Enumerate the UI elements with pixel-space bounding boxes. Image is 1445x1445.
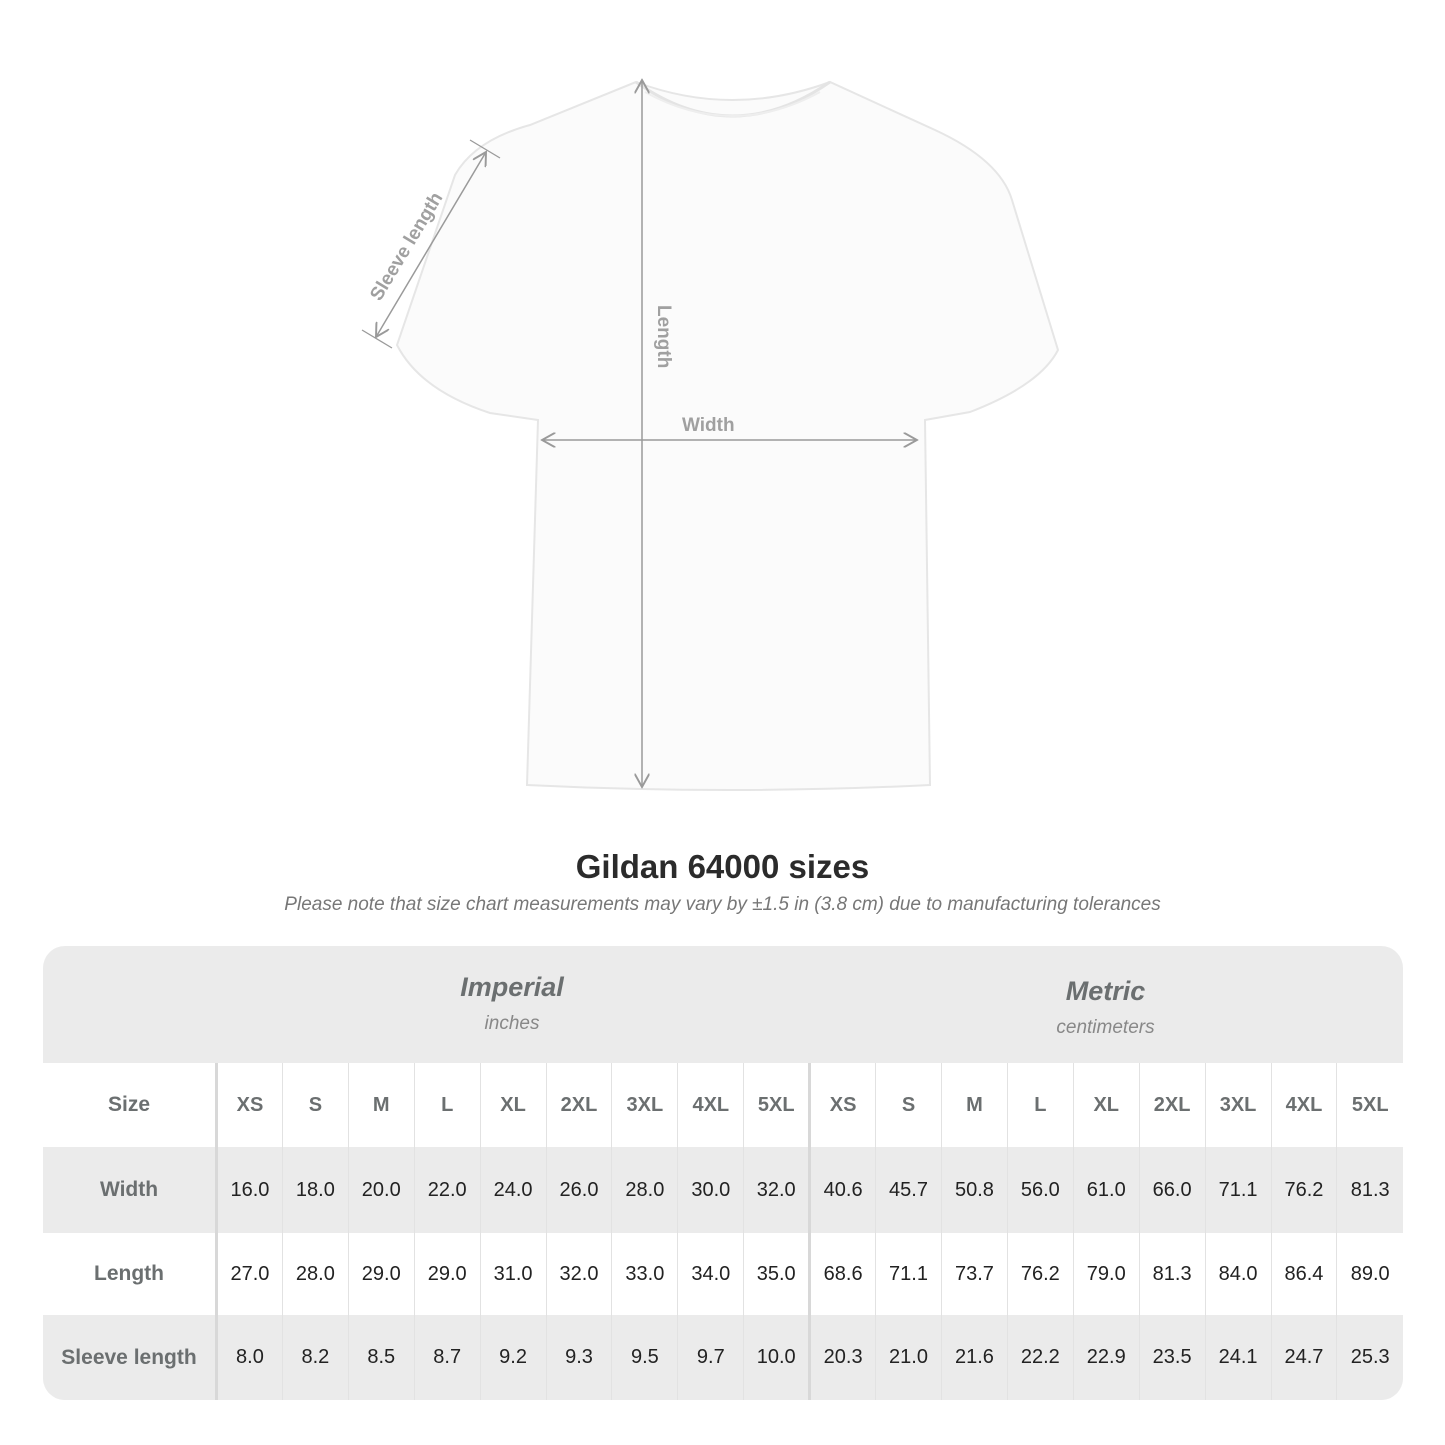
imperial-value: 9.3 <box>545 1315 612 1400</box>
metric-value: 22.2 <box>1006 1315 1074 1400</box>
imperial-value: 28.0 <box>611 1147 678 1233</box>
imperial-value: 10.0 <box>743 1315 810 1400</box>
imperial-size-5xl: 5XL <box>743 1063 810 1147</box>
tshirt-shape <box>395 80 1060 791</box>
imperial-value: 26.0 <box>545 1147 612 1233</box>
metric-value: 66.0 <box>1138 1147 1206 1233</box>
metric-size-xs: XS <box>808 1063 876 1147</box>
imperial-size-s: S <box>281 1063 349 1147</box>
row-label: Sleeve length <box>43 1315 218 1400</box>
metric-value: 56.0 <box>1006 1147 1074 1233</box>
metric-value: 76.2 <box>1006 1233 1074 1315</box>
metric-value: 81.3 <box>1138 1233 1206 1315</box>
imperial-value: 28.0 <box>281 1233 349 1315</box>
imperial-value: 30.0 <box>677 1147 744 1233</box>
metric-size-xl: XL <box>1072 1063 1140 1147</box>
imperial-value: 29.0 <box>347 1233 415 1315</box>
imperial-value: 16.0 <box>216 1147 283 1233</box>
metric-size-4xl: 4XL <box>1270 1063 1337 1147</box>
imperial-value: 8.0 <box>216 1315 283 1400</box>
metric-value: 23.5 <box>1138 1315 1206 1400</box>
imperial-value: 8.2 <box>281 1315 349 1400</box>
chart-title: Gildan 64000 sizes <box>575 848 870 885</box>
table-row: Width 16.0 18.0 20.0 22.0 24.0 26.0 28.0 30.0 32.… <box>43 1147 1403 1233</box>
imperial-value: 34.0 <box>677 1233 744 1315</box>
metric-value: 73.7 <box>940 1233 1008 1315</box>
imperial-size-m: M <box>347 1063 415 1147</box>
imperial-value: 33.0 <box>611 1233 678 1315</box>
metric-value: 50.8 <box>940 1147 1008 1233</box>
size-grid: Size XS S M L XL 2XL 3XL 4XL 5XL XS S M L XL 2XL 3XL 4XL 5… <box>43 1063 1403 1400</box>
metric-size-2xl: 2XL <box>1138 1063 1206 1147</box>
metric-label: Metric <box>1065 976 1146 1006</box>
row-label: Length <box>43 1233 218 1315</box>
row-label: Width <box>43 1147 218 1233</box>
width-label: Width <box>682 415 735 436</box>
metric-size-s: S <box>875 1063 942 1147</box>
metric-value: 21.6 <box>940 1315 1008 1400</box>
metric-value: 25.3 <box>1336 1315 1403 1400</box>
table-row: Sleeve length 8.0 8.2 8.5 8.7 9.2 9.3 9.5 9.7 10.… <box>43 1315 1403 1400</box>
size-table: Imperial inches Metric centimeters Size X… <box>43 946 1403 1400</box>
metric-value: 84.0 <box>1204 1233 1271 1315</box>
metric-value: 61.0 <box>1072 1147 1140 1233</box>
sleeve-guide <box>376 152 486 337</box>
imperial-unit: inches <box>484 1013 540 1034</box>
imperial-value: 9.7 <box>677 1315 744 1400</box>
metric-size-l: L <box>1006 1063 1074 1147</box>
metric-size-m: M <box>940 1063 1008 1147</box>
imperial-value: 32.0 <box>743 1147 810 1233</box>
metric-value: 21.0 <box>875 1315 942 1400</box>
metric-size-5xl: 5XL <box>1336 1063 1403 1147</box>
size-header-row: Size XS S M L XL 2XL 3XL 4XL 5XL XS S M L XL 2XL 3XL 4XL 5… <box>43 1063 1403 1147</box>
metric-header: Metric centimeters <box>808 946 1403 1093</box>
tshirt-diagram: Sleeve length Length Width <box>361 0 1060 791</box>
metric-value: 45.7 <box>875 1147 942 1233</box>
imperial-value: 29.0 <box>413 1233 481 1315</box>
imperial-value: 8.5 <box>347 1315 415 1400</box>
imperial-header: Imperial inches <box>216 946 808 1089</box>
imperial-value: 35.0 <box>743 1233 810 1315</box>
metric-value: 20.3 <box>808 1315 876 1400</box>
imperial-value: 20.0 <box>347 1147 415 1233</box>
imperial-value: 8.7 <box>413 1315 481 1400</box>
imperial-size-4xl: 4XL <box>677 1063 744 1147</box>
metric-value: 68.6 <box>808 1233 876 1315</box>
metric-size-3xl: 3XL <box>1204 1063 1271 1147</box>
imperial-value: 27.0 <box>216 1233 283 1315</box>
metric-value: 76.2 <box>1270 1147 1337 1233</box>
metric-value: 22.9 <box>1072 1315 1140 1400</box>
metric-value: 40.6 <box>808 1147 876 1233</box>
imperial-size-3xl: 3XL <box>611 1063 678 1147</box>
imperial-label: Imperial <box>460 972 564 1002</box>
metric-value: 89.0 <box>1336 1233 1403 1315</box>
imperial-value: 18.0 <box>281 1147 349 1233</box>
tolerance-note: Please note that size chart measurements… <box>284 894 1161 915</box>
metric-value: 86.4 <box>1270 1233 1337 1315</box>
table-row: Length 27.0 28.0 29.0 29.0 31.0 32.0 33.0 34.0 35… <box>43 1233 1403 1315</box>
imperial-size-xl: XL <box>479 1063 547 1147</box>
imperial-size-xs: XS <box>216 1063 283 1147</box>
imperial-value: 9.5 <box>611 1315 678 1400</box>
length-label: Length <box>653 305 674 368</box>
imperial-value: 31.0 <box>479 1233 547 1315</box>
metric-value: 71.1 <box>1204 1147 1271 1233</box>
imperial-value: 24.0 <box>479 1147 547 1233</box>
metric-value: 81.3 <box>1336 1147 1403 1233</box>
metric-value: 24.7 <box>1270 1315 1337 1400</box>
metric-unit: centimeters <box>1056 1017 1155 1038</box>
imperial-size-l: L <box>413 1063 481 1147</box>
imperial-value: 32.0 <box>545 1233 612 1315</box>
imperial-size-2xl: 2XL <box>545 1063 612 1147</box>
metric-value: 71.1 <box>875 1233 942 1315</box>
size-header: Size <box>43 1063 218 1147</box>
metric-value: 24.1 <box>1204 1315 1271 1400</box>
metric-value: 79.0 <box>1072 1233 1140 1315</box>
imperial-value: 22.0 <box>413 1147 481 1233</box>
imperial-value: 9.2 <box>479 1315 547 1400</box>
